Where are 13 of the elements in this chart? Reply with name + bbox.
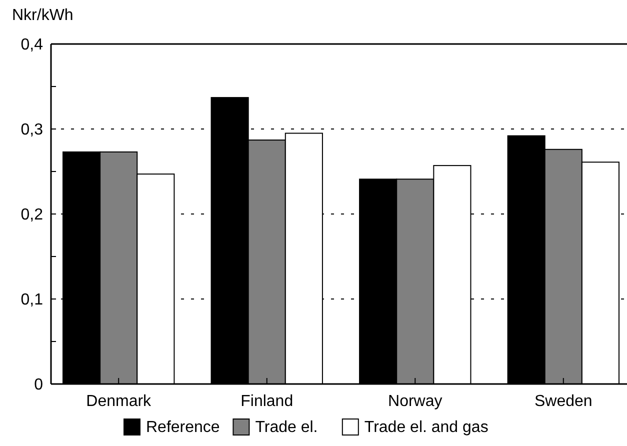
- y-tick-label: 0,2: [20, 206, 44, 224]
- y-tick-label: 0,1: [20, 292, 44, 309]
- y-tick-label: 0,4: [20, 36, 44, 54]
- y-tick-label: 0: [34, 376, 44, 394]
- x-tick-label: Norway: [388, 393, 442, 410]
- x-tick-label: Denmark: [86, 393, 152, 410]
- legend-label: Trade el.: [255, 419, 318, 436]
- x-tick-label: Sweden: [534, 393, 592, 410]
- legend-label: Reference: [146, 419, 220, 436]
- y-axis-title: Nkr/kWh: [12, 7, 74, 24]
- x-tick-label: Finland: [240, 393, 294, 410]
- legend-label: Trade el. and gas: [364, 419, 488, 436]
- y-tick-label: 0,3: [20, 122, 44, 139]
